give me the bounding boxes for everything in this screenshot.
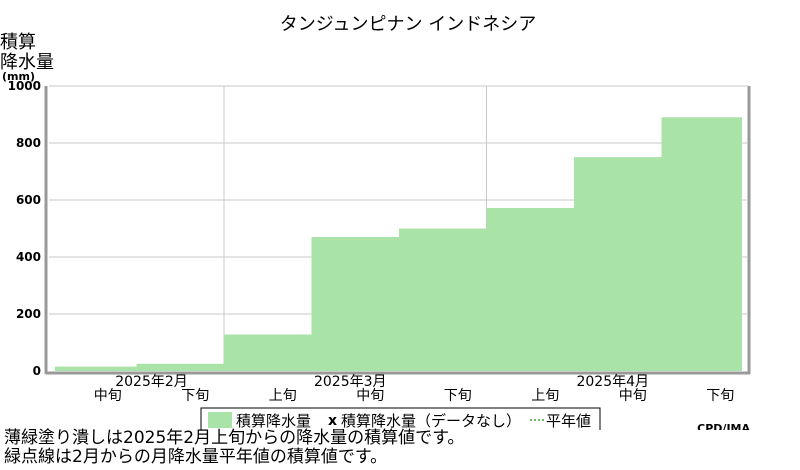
legend-label-missing: 積算降水量（データなし） [341, 412, 521, 430]
chart-notes: 薄緑塗り潰しは2025年2月上旬からの降水量の積算値です。 緑点線は2月からの月… [4, 429, 464, 467]
y-tick-label: 800 [16, 136, 41, 150]
x-month-label: 2025年4月 [576, 374, 649, 390]
y-tick-label: 600 [16, 193, 41, 207]
legend-label-normal: 平年値 [546, 412, 591, 430]
x-period-label: 下旬 [706, 388, 734, 404]
y-tick-label: 1000 [8, 79, 41, 93]
x-period-label: 中旬 [619, 388, 647, 404]
x-period-label: 下旬 [444, 388, 472, 404]
legend-swatch-accumulated [208, 412, 232, 428]
chart-title: タンジュンピナン インドネシア [280, 14, 536, 35]
accumulated-step-7 [661, 117, 742, 371]
y-axis-label-unit: (mm) [2, 70, 35, 83]
accumulated-step-0 [55, 366, 137, 371]
x-period-label: 下旬 [181, 388, 209, 404]
y-tick-label: 0 [33, 364, 41, 378]
x-period-label: 中旬 [94, 388, 122, 404]
y-tick-label: 400 [16, 250, 41, 264]
x-month-label: 2025年3月 [314, 374, 387, 390]
accumulated-step-2 [224, 334, 312, 371]
y-tick-label: 200 [16, 307, 41, 321]
legend-label-accumulated: 積算降水量 [236, 412, 311, 430]
y-axis-label-line-2: 降水量 [0, 52, 54, 73]
note-normal-line: 緑点線は2月からの月降水量平年値の積算値です。 [4, 447, 388, 467]
accumulated-step-6 [574, 157, 662, 371]
accumulated-step-5 [486, 207, 574, 371]
precipitation-chart: タンジュンピナン インドネシア 積算 降水量 (mm) 0 200 400 600 80… [0, 14, 751, 430]
note-fill: 薄緑塗り潰しは2025年2月上旬からの降水量の積算値です。 [4, 428, 465, 448]
x-period-label: 上旬 [269, 388, 297, 404]
legend: 積算降水量 x 積算降水量（データなし） 平年値 [200, 407, 601, 430]
legend-missing-marker: x [328, 413, 337, 429]
credit-label: CPD/JMA [697, 422, 750, 430]
x-month-label: 2025年2月 [115, 374, 188, 390]
legend-box [200, 407, 601, 430]
accumulated-step-1 [136, 363, 224, 371]
x-period-label: 上旬 [531, 388, 559, 404]
x-period-label: 中旬 [356, 388, 384, 404]
accumulated-step-3 [311, 237, 399, 371]
accumulated-step-4 [399, 228, 487, 371]
y-axis-label-line-1: 積算 [0, 32, 36, 53]
